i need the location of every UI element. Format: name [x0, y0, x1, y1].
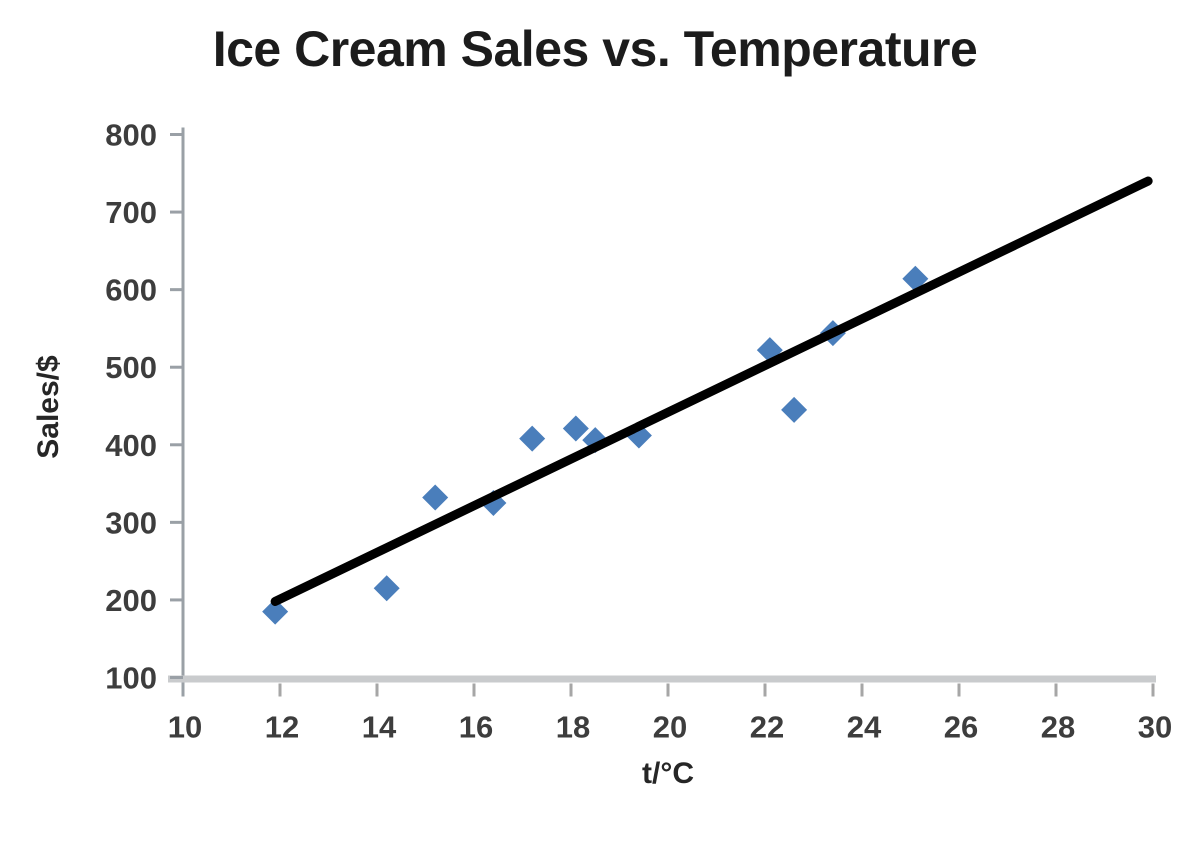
data-point [422, 484, 449, 511]
data-point [562, 415, 589, 442]
x-tick-label: 24 [847, 710, 882, 745]
y-tick-label: 300 [105, 505, 157, 540]
y-tick-label: 700 [105, 195, 157, 230]
y-tick-label: 100 [105, 661, 157, 696]
trendline [270, 176, 1153, 606]
x-tick-label: 30 [1138, 710, 1172, 745]
x-tick-label: 16 [459, 710, 493, 745]
y-tick-label: 500 [105, 350, 157, 385]
data-point [373, 575, 400, 602]
x-tick-label: 12 [265, 710, 299, 745]
x-tick-label: 22 [750, 710, 784, 745]
y-tick-label: 200 [105, 583, 157, 618]
data-point [262, 598, 289, 625]
x-tick-label: 18 [556, 710, 590, 745]
axes: 100 200 300 400 500 600 700 800 10 12 14 16 18 20 22 24… [105, 118, 1172, 745]
x-tick-label: 10 [168, 710, 202, 745]
x-tick-label: 14 [362, 710, 397, 745]
y-tick-label: 800 [105, 118, 157, 153]
data-point [519, 425, 546, 452]
chart-title: Ice Cream Sales vs. Temperature [213, 21, 978, 77]
y-axis-label: Sales/$ [32, 355, 65, 459]
trendline-layer [270, 176, 1153, 606]
x-axis-label: t/°C [642, 757, 694, 790]
data-point [781, 396, 808, 423]
y-tick-label: 400 [105, 428, 157, 463]
x-tick-label: 28 [1041, 710, 1075, 745]
y-tick-label: 600 [105, 273, 157, 308]
x-tick-label: 26 [944, 710, 978, 745]
x-tick-label: 20 [653, 710, 687, 745]
